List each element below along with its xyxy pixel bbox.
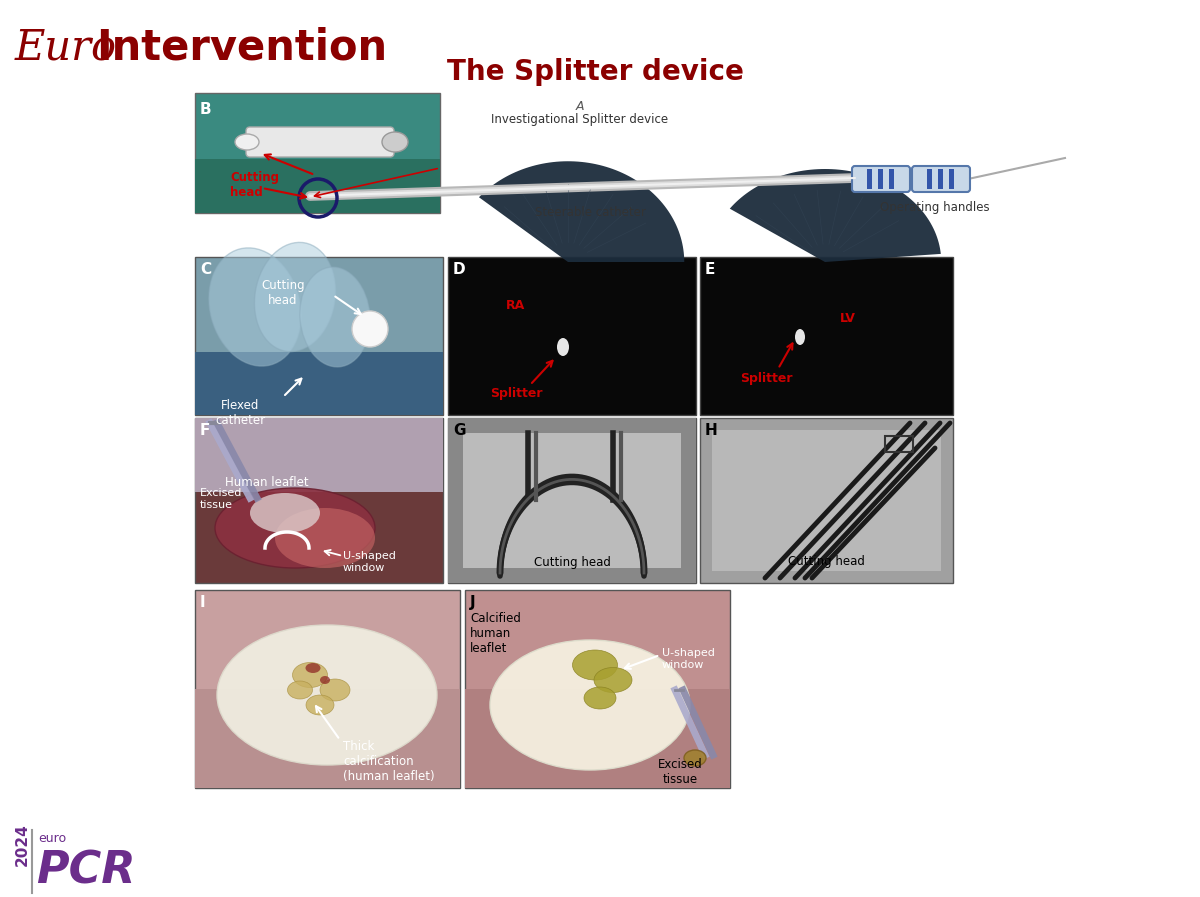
Bar — [194, 418, 443, 583]
Text: Human leaflet: Human leaflet — [226, 476, 308, 489]
Bar — [700, 257, 953, 415]
Ellipse shape — [684, 750, 706, 766]
Ellipse shape — [288, 681, 312, 699]
Text: Euro: Euro — [14, 27, 118, 69]
Ellipse shape — [572, 650, 618, 680]
Text: Splitter: Splitter — [740, 372, 792, 385]
Ellipse shape — [215, 488, 374, 568]
Bar — [949, 169, 954, 189]
Ellipse shape — [235, 134, 259, 150]
Bar — [463, 433, 682, 568]
Ellipse shape — [320, 676, 330, 684]
Text: RA: RA — [506, 299, 526, 312]
Text: Cutting
head: Cutting head — [262, 279, 305, 307]
Text: PCR: PCR — [36, 850, 136, 893]
Ellipse shape — [275, 508, 374, 568]
Text: U-shaped
window: U-shaped window — [343, 551, 396, 572]
Text: A: A — [576, 100, 584, 113]
Polygon shape — [730, 169, 941, 262]
Bar — [466, 590, 730, 788]
Text: Steerable catheter: Steerable catheter — [534, 206, 646, 219]
Text: Cutting head: Cutting head — [787, 555, 864, 568]
Bar — [878, 169, 883, 189]
Ellipse shape — [320, 679, 350, 701]
Bar — [194, 93, 440, 213]
Text: H: H — [706, 423, 718, 438]
Text: J: J — [470, 595, 475, 610]
Bar — [938, 169, 943, 189]
Bar — [194, 689, 460, 788]
Text: LV: LV — [840, 312, 856, 325]
Ellipse shape — [293, 663, 328, 687]
Bar — [466, 689, 730, 788]
Text: F: F — [200, 423, 210, 438]
Text: C: C — [200, 262, 211, 277]
Bar — [928, 169, 932, 189]
Text: Calcified
human
leaflet: Calcified human leaflet — [470, 612, 521, 655]
FancyBboxPatch shape — [852, 166, 910, 192]
Ellipse shape — [306, 663, 320, 673]
Text: Cutting
head: Cutting head — [230, 171, 278, 199]
Ellipse shape — [254, 242, 336, 352]
Text: Cutting head: Cutting head — [534, 556, 611, 569]
Text: G: G — [454, 423, 466, 438]
Bar — [700, 418, 953, 583]
Bar — [866, 169, 872, 189]
Text: The Splitter device: The Splitter device — [446, 58, 744, 86]
Ellipse shape — [796, 329, 805, 345]
Ellipse shape — [584, 687, 616, 709]
Text: euro: euro — [38, 832, 66, 845]
Bar — [194, 159, 440, 213]
Bar — [889, 169, 894, 189]
FancyBboxPatch shape — [912, 166, 970, 192]
Ellipse shape — [209, 248, 301, 366]
Bar — [886, 436, 913, 452]
Bar — [194, 418, 443, 492]
Text: Thick
calcification
(human leaflet): Thick calcification (human leaflet) — [343, 740, 434, 783]
Text: Intervention: Intervention — [96, 27, 388, 69]
Ellipse shape — [557, 338, 569, 356]
Text: U-shaped
window: U-shaped window — [662, 648, 715, 669]
Ellipse shape — [217, 625, 437, 765]
Text: Excised
tissue: Excised tissue — [658, 758, 702, 786]
Text: I: I — [200, 595, 205, 610]
Circle shape — [352, 311, 388, 347]
Text: 2024: 2024 — [14, 823, 30, 866]
Text: B: B — [200, 102, 211, 117]
Ellipse shape — [250, 493, 320, 533]
Text: Excised
tissue: Excised tissue — [200, 488, 242, 509]
Bar — [712, 430, 941, 571]
Ellipse shape — [490, 640, 690, 770]
Ellipse shape — [306, 695, 334, 715]
Bar — [448, 257, 696, 415]
Bar — [194, 590, 460, 788]
Bar — [448, 418, 696, 583]
Polygon shape — [479, 161, 684, 262]
Text: E: E — [706, 262, 715, 277]
Bar — [194, 352, 443, 415]
Bar — [448, 418, 696, 583]
Text: Splitter: Splitter — [490, 387, 542, 400]
Ellipse shape — [594, 667, 632, 692]
Ellipse shape — [382, 132, 408, 152]
Text: Investigational Splitter device: Investigational Splitter device — [492, 113, 668, 126]
Bar — [194, 257, 443, 415]
Ellipse shape — [300, 267, 370, 367]
Text: Flexed
catheter: Flexed catheter — [215, 399, 265, 427]
Text: D: D — [454, 262, 466, 277]
FancyBboxPatch shape — [246, 127, 394, 157]
Text: Operating handles: Operating handles — [880, 201, 990, 214]
